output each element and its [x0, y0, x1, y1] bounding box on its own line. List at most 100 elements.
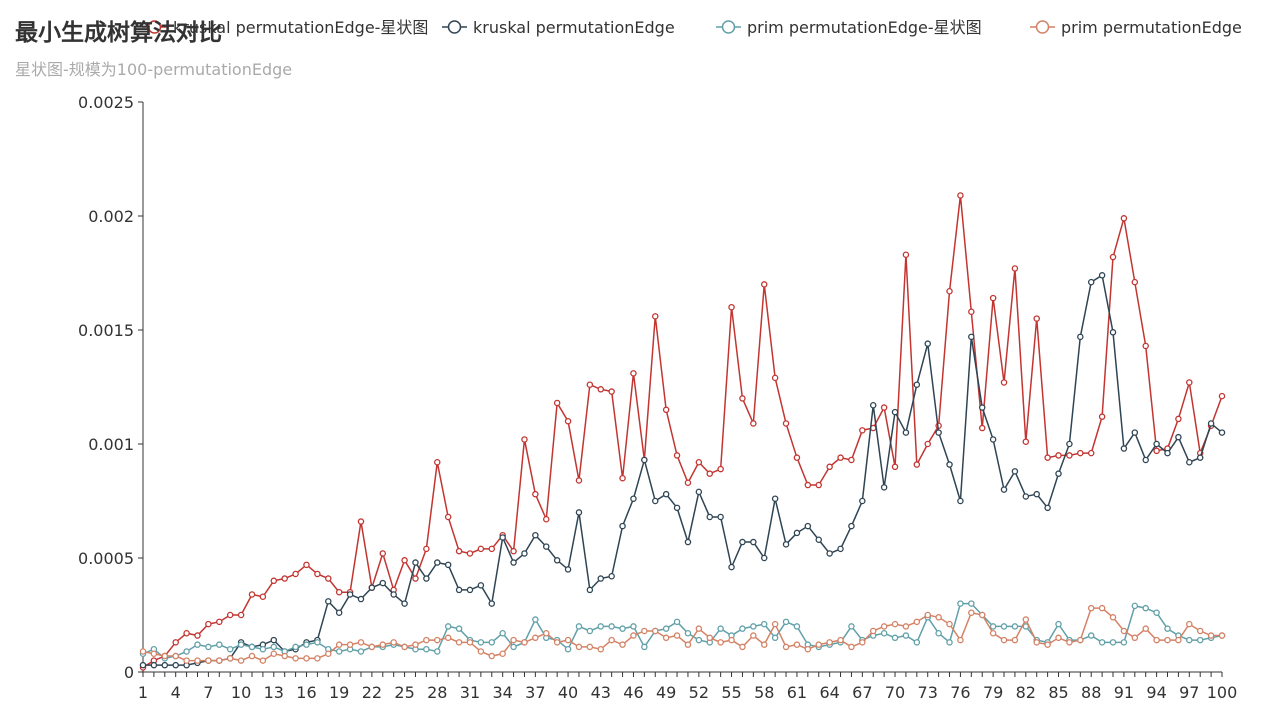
data-point[interactable] — [510, 643, 517, 651]
data-point[interactable] — [1087, 604, 1095, 612]
data-point[interactable] — [1098, 413, 1106, 420]
data-point[interactable] — [237, 641, 245, 648]
data-point[interactable] — [662, 490, 670, 498]
data-point[interactable] — [968, 600, 975, 607]
data-point[interactable] — [880, 629, 888, 637]
data-point[interactable] — [1186, 620, 1193, 628]
data-point[interactable] — [466, 550, 474, 557]
data-point[interactable] — [510, 559, 517, 566]
data-point[interactable] — [477, 545, 485, 553]
data-point[interactable] — [259, 645, 267, 653]
data-point[interactable] — [401, 600, 408, 607]
data-point[interactable] — [1109, 639, 1117, 646]
data-point[interactable] — [346, 641, 354, 648]
data-point[interactable] — [706, 470, 714, 477]
data-point[interactable] — [237, 657, 245, 664]
data-point[interactable] — [630, 623, 637, 630]
data-point[interactable] — [935, 429, 942, 436]
data-point[interactable] — [194, 641, 201, 648]
data-point[interactable] — [869, 401, 877, 409]
data-point[interactable] — [183, 648, 190, 655]
data-point[interactable] — [205, 657, 212, 664]
data-point[interactable] — [270, 643, 278, 651]
data-point[interactable] — [150, 661, 158, 669]
data-point[interactable] — [739, 538, 746, 546]
data-point[interactable] — [1087, 278, 1095, 286]
data-point[interactable] — [575, 509, 583, 516]
data-point[interactable] — [978, 424, 986, 432]
data-point[interactable] — [739, 395, 746, 402]
data-point[interactable] — [1077, 449, 1084, 457]
data-point[interactable] — [1000, 623, 1008, 630]
data-point[interactable] — [782, 420, 790, 427]
data-point[interactable] — [771, 634, 779, 642]
data-point[interactable] — [172, 661, 179, 669]
data-point[interactable] — [586, 381, 594, 388]
data-point[interactable] — [1109, 614, 1117, 621]
data-point[interactable] — [608, 572, 615, 580]
data-point[interactable] — [532, 531, 539, 539]
data-point[interactable] — [412, 641, 419, 648]
data-point[interactable] — [597, 623, 605, 630]
data-point[interactable] — [1033, 315, 1040, 322]
data-point[interactable] — [488, 652, 496, 660]
data-point[interactable] — [172, 652, 179, 660]
data-point[interactable] — [477, 582, 485, 589]
data-point[interactable] — [1131, 634, 1139, 642]
data-point[interactable] — [259, 657, 267, 664]
data-point[interactable] — [793, 454, 801, 461]
data-point[interactable] — [434, 648, 441, 655]
data-point[interactable] — [303, 641, 310, 648]
data-point[interactable] — [183, 629, 190, 637]
data-point[interactable] — [608, 388, 615, 395]
data-point[interactable] — [270, 577, 278, 585]
data-point[interactable] — [1066, 639, 1073, 646]
data-point[interactable] — [1022, 493, 1030, 500]
data-point[interactable] — [434, 636, 441, 644]
data-point[interactable] — [848, 522, 855, 530]
data-point[interactable] — [194, 632, 201, 639]
data-point[interactable] — [913, 639, 921, 646]
data-point[interactable] — [423, 636, 430, 644]
data-point[interactable] — [880, 484, 888, 491]
data-point[interactable] — [248, 591, 256, 598]
data-point[interactable] — [335, 648, 343, 655]
data-point[interactable] — [673, 452, 681, 459]
series-4[interactable] — [139, 604, 1226, 664]
data-point[interactable] — [902, 623, 910, 630]
data-point[interactable] — [390, 639, 397, 646]
data-point[interactable] — [1011, 636, 1019, 644]
data-point[interactable] — [1153, 447, 1160, 455]
data-point[interactable] — [750, 623, 757, 630]
data-point[interactable] — [499, 534, 506, 541]
data-point[interactable] — [760, 281, 768, 288]
data-point[interactable] — [891, 463, 899, 471]
data-point[interactable] — [357, 595, 365, 603]
data-point[interactable] — [782, 618, 790, 626]
data-point[interactable] — [706, 634, 714, 642]
data-point[interactable] — [760, 554, 768, 562]
data-point[interactable] — [1153, 636, 1160, 644]
data-point[interactable] — [815, 536, 822, 544]
data-point[interactable] — [826, 463, 833, 471]
data-point[interactable] — [750, 420, 757, 427]
data-point[interactable] — [630, 495, 637, 502]
data-point[interactable] — [1011, 468, 1019, 475]
data-point[interactable] — [488, 639, 496, 646]
data-point[interactable] — [662, 634, 670, 642]
data-point[interactable] — [684, 641, 692, 648]
data-point[interactable] — [553, 399, 561, 407]
data-point[interactable] — [989, 629, 997, 637]
data-point[interactable] — [1098, 639, 1106, 646]
data-point[interactable] — [466, 639, 474, 646]
data-point[interactable] — [1196, 627, 1204, 635]
data-point[interactable] — [412, 559, 419, 566]
data-point[interactable] — [314, 639, 321, 646]
data-point[interactable] — [1164, 449, 1171, 457]
data-point[interactable] — [314, 570, 321, 578]
data-point[interactable] — [532, 616, 539, 623]
data-point[interactable] — [292, 570, 299, 578]
data-point[interactable] — [1218, 632, 1226, 639]
data-point[interactable] — [379, 579, 387, 587]
data-point[interactable] — [989, 436, 997, 443]
